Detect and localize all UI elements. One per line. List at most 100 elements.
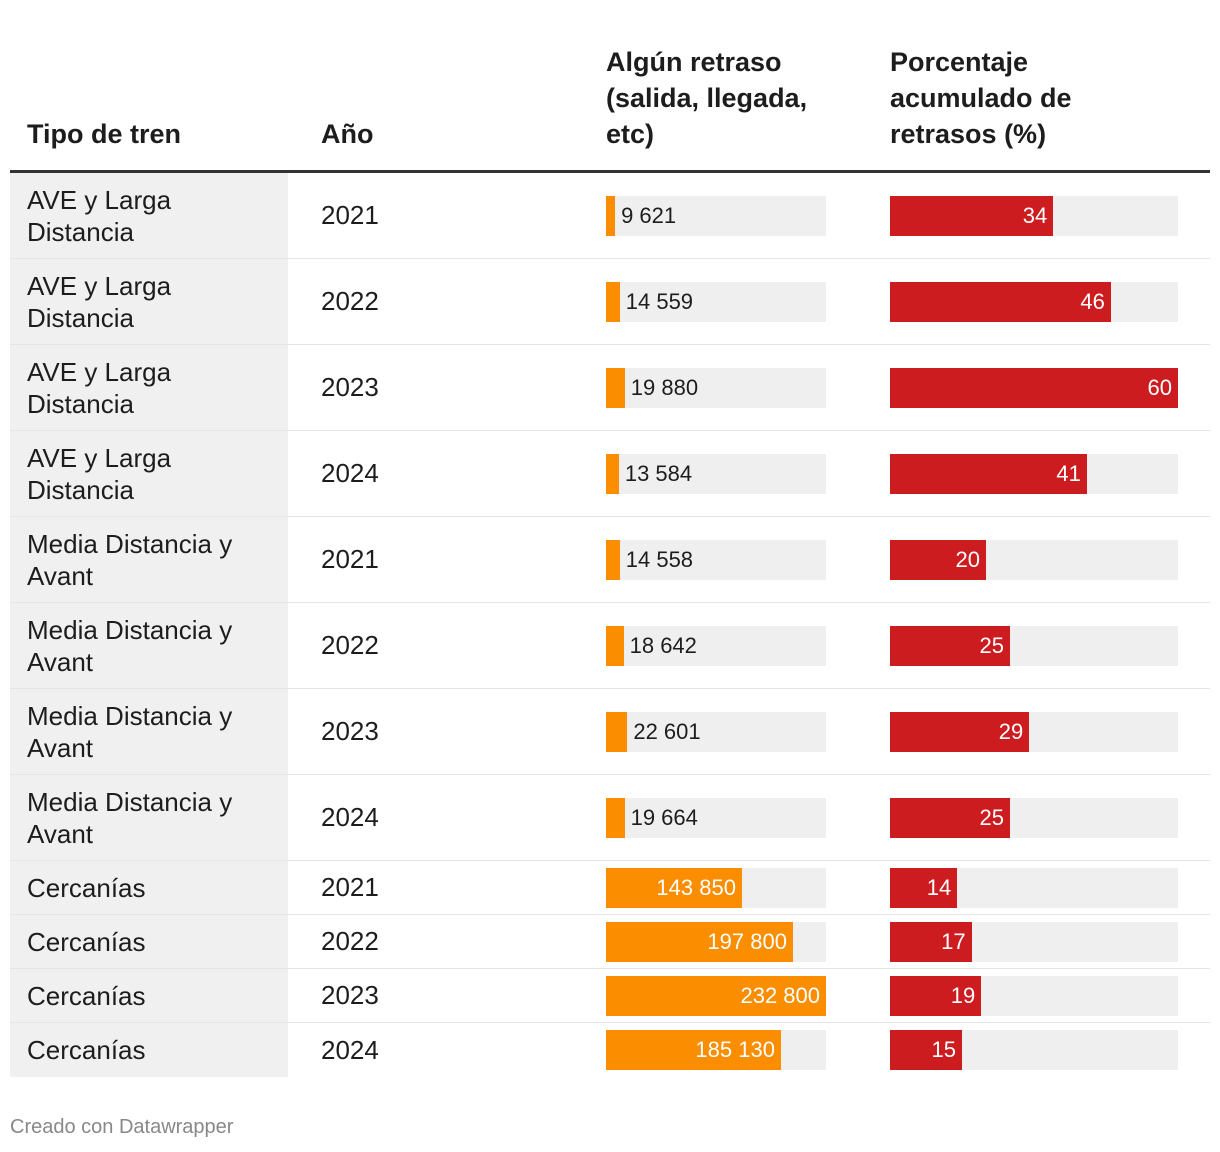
cell-train-type: AVE y Larga Distancia bbox=[10, 259, 288, 344]
train-type-text: AVE y Larga Distancia bbox=[27, 270, 172, 333]
percentage-bar-label: 20 bbox=[955, 546, 980, 572]
percentage-bar-track: 25 bbox=[890, 625, 1178, 666]
table-row: Media Distancia y Avant 2022 18 642 25 bbox=[10, 603, 1210, 689]
delay-bar bbox=[606, 711, 628, 752]
percentage-bar-track: 15 bbox=[890, 1030, 1178, 1070]
percentage-bar bbox=[890, 867, 958, 908]
percentage-bar-track: 34 bbox=[890, 195, 1178, 236]
table-row: Cercanías 2021 143 850 14 bbox=[10, 861, 1210, 915]
percentage-bar-track: 29 bbox=[890, 711, 1178, 752]
table-row: AVE y Larga Distancia 2022 14 559 46 bbox=[10, 259, 1210, 345]
delay-bar-label: 22 601 bbox=[633, 718, 701, 744]
cell-year: 2023 bbox=[321, 716, 379, 746]
cell-train-type: Media Distancia y Avant bbox=[10, 603, 288, 688]
percentage-bar-track: 41 bbox=[890, 453, 1178, 494]
delay-bar-track: 197 800 bbox=[606, 921, 826, 962]
table-row: Media Distancia y Avant 2024 19 664 25 bbox=[10, 775, 1210, 861]
delay-bar-label: 13 584 bbox=[624, 460, 693, 486]
cell-year: 2023 bbox=[321, 980, 379, 1010]
delay-bar bbox=[606, 921, 793, 962]
delay-bar bbox=[606, 281, 620, 322]
percentage-bar-label: 17 bbox=[941, 928, 966, 954]
cell-train-type: Cercanías bbox=[10, 861, 288, 914]
train-type-text: Cercanías bbox=[27, 872, 146, 903]
cell-year: 2021 bbox=[321, 544, 379, 574]
percentage-bar bbox=[890, 921, 972, 962]
cell-year: 2024 bbox=[321, 458, 379, 488]
cell-year: 2024 bbox=[321, 802, 379, 832]
delay-bar-track: 19 664 bbox=[606, 797, 826, 838]
header-percentage[interactable]: Porcentaje acumulado de retrasos (%) bbox=[890, 47, 1072, 149]
percentage-bar-label: 25 bbox=[979, 804, 1004, 830]
table-row: Cercanías 2022 197 800 17 bbox=[10, 915, 1210, 969]
delay-bar bbox=[606, 975, 826, 1016]
delay-bar-label: 14 559 bbox=[625, 288, 694, 314]
delay-bar bbox=[606, 797, 625, 838]
table-row: Cercanías 2024 185 130 15 bbox=[10, 1023, 1210, 1077]
data-table: Tipo de tren Año Algún retraso (salida, … bbox=[10, 0, 1210, 1077]
table-row: AVE y Larga Distancia 2024 13 584 41 bbox=[10, 431, 1210, 517]
percentage-bar-label: 41 bbox=[1056, 460, 1081, 486]
cell-train-type: AVE y Larga Distancia bbox=[10, 345, 288, 430]
percentage-bar bbox=[890, 367, 1178, 408]
cell-train-type: Media Distancia y Avant bbox=[10, 775, 288, 860]
cell-train-type: Cercanías bbox=[10, 1023, 288, 1077]
delay-bar-label: 185 130 bbox=[695, 1037, 775, 1062]
footer-credit[interactable]: Creado con Datawrapper bbox=[10, 1116, 234, 1138]
percentage-bar bbox=[890, 975, 982, 1016]
cell-year: 2023 bbox=[321, 372, 379, 402]
delay-bar-track: 13 584 bbox=[606, 453, 826, 494]
delay-bar-track: 22 601 bbox=[606, 711, 826, 752]
cell-train-type: Media Distancia y Avant bbox=[10, 517, 288, 602]
percentage-bar bbox=[890, 797, 1010, 838]
delay-bar-track: 143 850 bbox=[606, 867, 826, 908]
percentage-bar-track: 19 bbox=[890, 975, 1178, 1016]
cell-year: 2024 bbox=[321, 1034, 379, 1065]
train-type-text: Cercanías bbox=[27, 980, 146, 1011]
percentage-bar-track: 60 bbox=[890, 367, 1178, 408]
delay-bar-label: 19 880 bbox=[630, 374, 699, 400]
delay-bar-track: 18 642 bbox=[606, 625, 826, 666]
table-row: Cercanías 2023 232 800 19 bbox=[10, 969, 1210, 1023]
header-year[interactable]: Año bbox=[321, 119, 374, 149]
cell-train-type: Media Distancia y Avant bbox=[10, 689, 288, 774]
percentage-bar-label: 46 bbox=[1080, 288, 1105, 314]
percentage-bar-label: 15 bbox=[931, 1037, 956, 1062]
cell-train-type: AVE y Larga Distancia bbox=[10, 431, 288, 516]
delay-bar-label: 197 800 bbox=[707, 928, 787, 954]
percentage-bar-label: 25 bbox=[979, 632, 1004, 658]
train-type-text: Cercanías bbox=[27, 1035, 146, 1065]
delay-bar bbox=[606, 453, 619, 494]
delay-bar-label: 143 850 bbox=[656, 874, 736, 900]
cell-train-type: Cercanías bbox=[10, 915, 288, 968]
percentage-bar-label: 60 bbox=[1147, 374, 1172, 400]
delay-bar bbox=[606, 367, 625, 408]
percentage-bar-track: 46 bbox=[890, 281, 1178, 322]
percentage-bar-track: 14 bbox=[890, 867, 1178, 908]
train-type-text: AVE y Larga Distancia bbox=[27, 184, 172, 247]
train-type-text: AVE y Larga Distancia bbox=[27, 442, 172, 505]
delay-bar-track: 232 800 bbox=[606, 975, 826, 1016]
delay-bar-label: 19 664 bbox=[630, 804, 698, 830]
table-row: Media Distancia y Avant 2023 22 601 29 bbox=[10, 689, 1210, 775]
delay-bar-track: 14 559 bbox=[606, 281, 826, 322]
delay-bar bbox=[606, 1030, 781, 1070]
percentage-bar-track: 20 bbox=[890, 539, 1178, 580]
delay-bar-track: 185 130 bbox=[606, 1030, 826, 1070]
delay-bar bbox=[606, 625, 624, 666]
table-body: AVE y Larga Distancia 2021 9 621 34 AVE y La… bbox=[10, 173, 1210, 1077]
header-delay[interactable]: Algún retraso (salida, llegada, etc) bbox=[606, 47, 808, 149]
table-header: Tipo de tren Año Algún retraso (salida, … bbox=[10, 0, 1210, 173]
delay-bar-label: 18 642 bbox=[629, 632, 697, 658]
percentage-bar-label: 14 bbox=[926, 874, 952, 900]
percentage-bar-track: 25 bbox=[890, 797, 1178, 838]
header-type[interactable]: Tipo de tren bbox=[27, 119, 182, 149]
percentage-bar bbox=[890, 281, 1111, 322]
percentage-bar bbox=[890, 539, 986, 580]
table-row: AVE y Larga Distancia 2023 19 880 60 bbox=[10, 345, 1210, 431]
cell-year: 2021 bbox=[321, 200, 379, 230]
delay-bar bbox=[606, 867, 742, 908]
percentage-bar-label: 19 bbox=[950, 982, 976, 1008]
percentage-bar-label: 34 bbox=[1022, 202, 1048, 228]
percentage-bar-label: 29 bbox=[998, 718, 1024, 744]
